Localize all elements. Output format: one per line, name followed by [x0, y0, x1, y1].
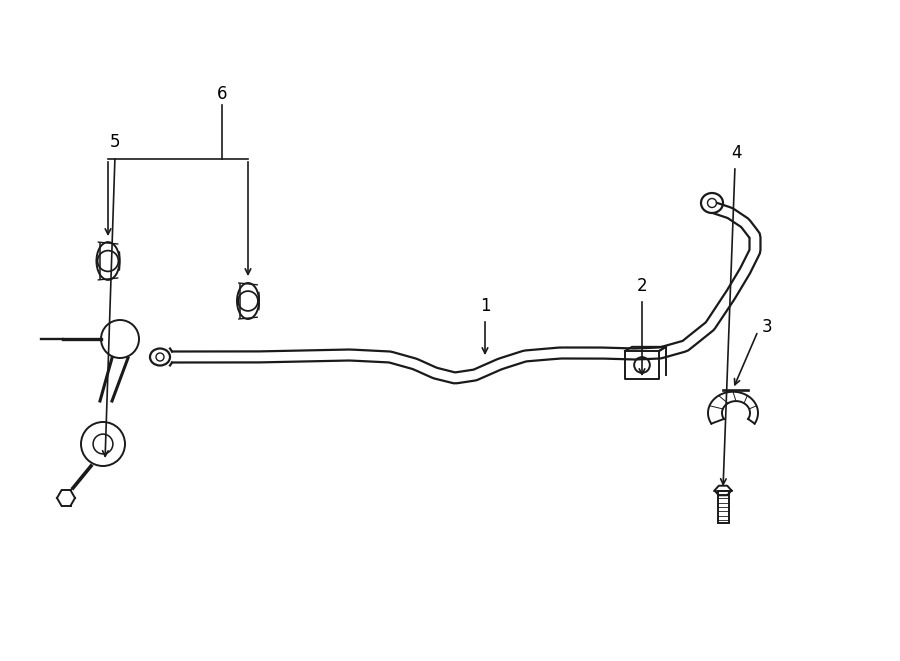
Text: 3: 3: [762, 318, 772, 336]
Text: 4: 4: [732, 144, 742, 162]
Text: 6: 6: [217, 85, 228, 103]
Text: 2: 2: [636, 277, 647, 295]
Text: 5: 5: [110, 133, 121, 151]
Text: 1: 1: [480, 297, 491, 315]
